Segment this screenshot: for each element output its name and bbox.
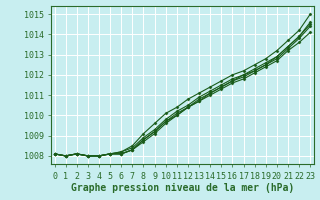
X-axis label: Graphe pression niveau de la mer (hPa): Graphe pression niveau de la mer (hPa) <box>71 183 294 193</box>
